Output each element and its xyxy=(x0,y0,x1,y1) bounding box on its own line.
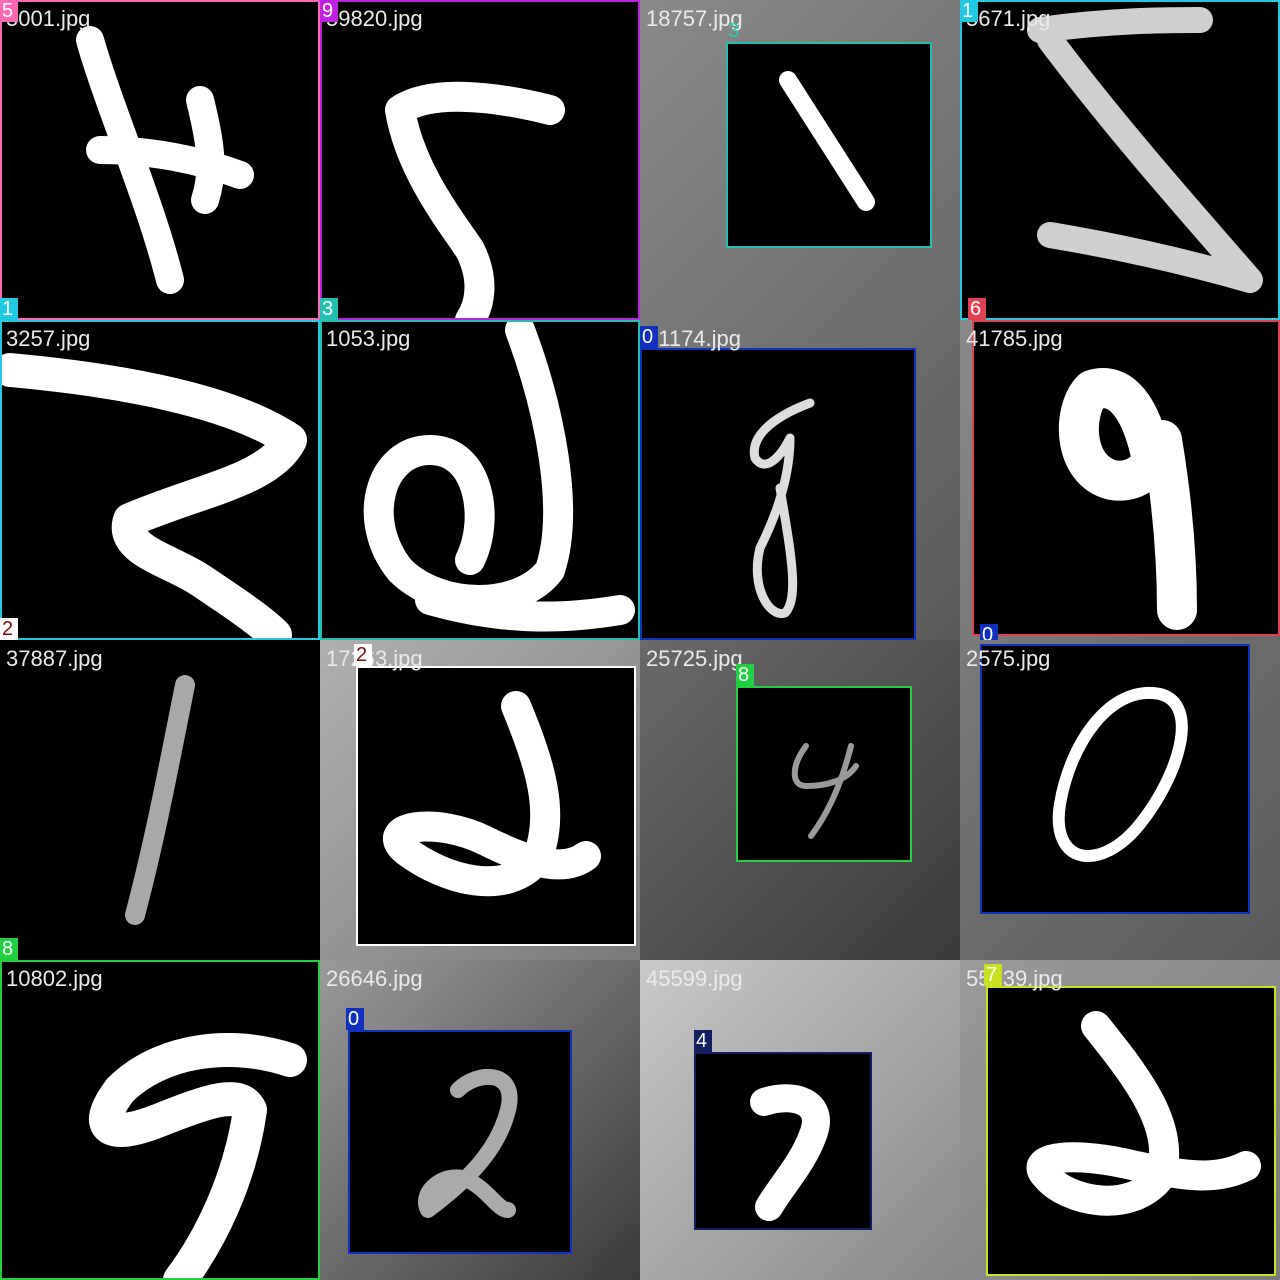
detection-box xyxy=(320,320,640,640)
digit-image xyxy=(726,42,932,248)
digit-image xyxy=(363,320,635,632)
detection-box xyxy=(960,0,1280,320)
file-name: 26646.jpg xyxy=(326,966,423,991)
label-tag: 8 xyxy=(736,664,754,686)
label-tag: 3 xyxy=(728,20,740,42)
digit-image xyxy=(76,26,254,294)
label-tag: 2 xyxy=(0,618,18,640)
tile-25725[interactable]: 8 25725.jpg xyxy=(640,640,960,960)
label-tag: 5 xyxy=(0,0,18,22)
detection-box xyxy=(640,348,916,640)
tile-17263[interactable]: 2 17263.jpg xyxy=(320,640,640,960)
digit-image xyxy=(972,320,1280,636)
file-name: 45599.jpg xyxy=(646,966,743,991)
file-name: 59820.jpg xyxy=(326,6,423,31)
label-tag: 3 xyxy=(320,298,338,320)
tile-55139[interactable]: 7 55139.jpg xyxy=(960,960,1280,1280)
detection-box xyxy=(0,320,320,640)
file-name: 55139.jpg xyxy=(966,966,1063,991)
digit-image xyxy=(348,1030,572,1254)
tile-5671[interactable]: 1 6 5671.jpg xyxy=(960,0,1280,320)
digit-image xyxy=(385,81,565,320)
tile-59820[interactable]: 9 3 59820.jpg xyxy=(320,0,640,320)
detection-box xyxy=(320,0,640,320)
detection-box xyxy=(694,1052,872,1230)
detection-box xyxy=(0,960,320,1280)
tile-3257[interactable]: 2 3257.jpg xyxy=(0,320,320,640)
label-tag: 6 xyxy=(968,298,986,320)
label-tag: 4 xyxy=(694,1030,712,1052)
file-name: 1053.jpg xyxy=(326,326,411,351)
digit-image xyxy=(356,666,636,946)
tile-41785[interactable]: 0 41785.jpg xyxy=(960,320,1280,640)
file-name: 25725.jpg xyxy=(646,646,743,671)
tile-10802[interactable]: 10802.jpg xyxy=(0,960,320,1280)
file-name: 5001.jpg xyxy=(6,6,91,31)
label-tag: 1 xyxy=(960,0,978,22)
digit-image xyxy=(125,675,195,925)
tile-18757[interactable]: 3 18757.jpg xyxy=(640,0,960,320)
label-tag: 2 xyxy=(354,644,372,666)
label-tag: 1 xyxy=(0,298,18,320)
tile-5001[interactable]: 5 1 5001.jpg xyxy=(0,0,320,320)
tile-41174[interactable]: 0 41174.jpg xyxy=(640,320,960,640)
digit-image xyxy=(736,686,912,862)
label-tag: 7 xyxy=(984,964,1002,986)
tile-37887[interactable]: 8 37887.jpg xyxy=(0,640,320,960)
detection-box xyxy=(356,666,636,946)
file-name: 2575.jpg xyxy=(966,646,1051,671)
file-name: 41174.jpg xyxy=(646,326,742,351)
digit-image xyxy=(0,353,307,640)
detection-box xyxy=(986,986,1276,1276)
detection-box xyxy=(736,686,912,862)
file-name: 41785.jpg xyxy=(966,326,1063,351)
detection-box xyxy=(348,1030,572,1254)
detection-box xyxy=(972,320,1280,636)
tile-26646[interactable]: 0 26646.jpg xyxy=(320,960,640,1280)
file-name: 3257.jpg xyxy=(6,326,91,351)
label-tag: 8 xyxy=(0,938,18,960)
label-tag: 0 xyxy=(346,1008,364,1030)
detection-box xyxy=(726,42,932,248)
tile-2575[interactable]: 2575.jpg xyxy=(960,640,1280,960)
label-tag: 0 xyxy=(640,326,658,348)
file-name: 5671.jpg xyxy=(966,6,1051,31)
tile-1053[interactable]: 1053.jpg xyxy=(320,320,640,640)
file-name: 37887.jpg xyxy=(6,646,103,671)
digit-image xyxy=(1027,7,1263,293)
detection-box xyxy=(980,644,1250,914)
tile-45599[interactable]: 4 45599.jpg xyxy=(640,960,960,1280)
file-name: 18757.jpg xyxy=(646,6,743,31)
file-name: 10802.jpg xyxy=(6,966,103,991)
digit-image xyxy=(980,644,1250,914)
digit-image xyxy=(89,1033,307,1280)
digit-image xyxy=(986,986,1276,1276)
detection-box xyxy=(0,0,320,320)
digit-image xyxy=(694,1052,872,1230)
label-tag: 9 xyxy=(320,0,338,22)
file-name: 17263.jpg xyxy=(326,646,423,671)
label-tag: 0 xyxy=(980,624,998,640)
digit-image xyxy=(640,348,916,640)
